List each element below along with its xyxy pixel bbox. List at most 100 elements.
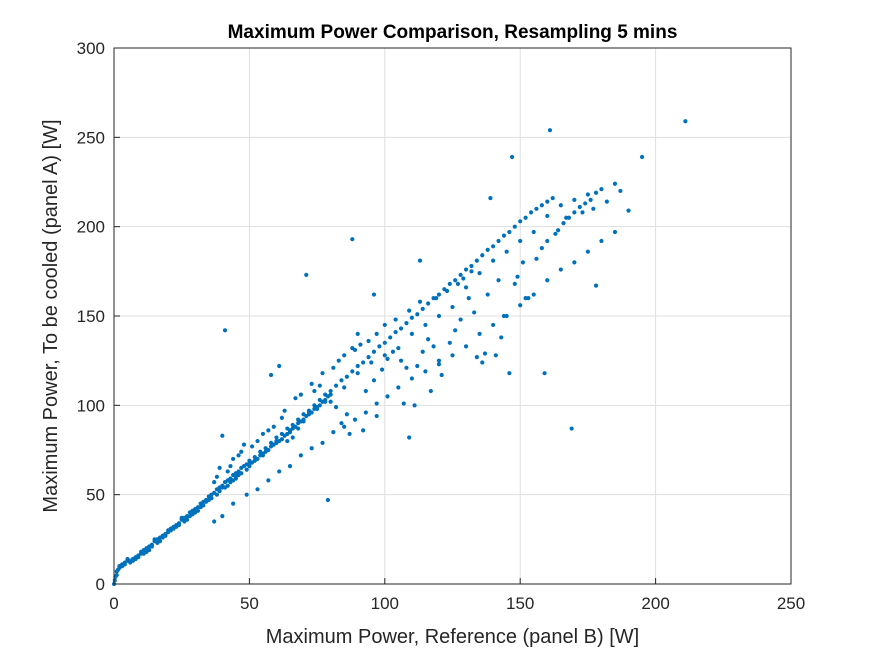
data-point [369, 360, 374, 365]
data-point [350, 237, 355, 242]
data-point [518, 219, 523, 224]
data-point [328, 388, 333, 394]
data-point [377, 344, 382, 349]
data-point [309, 446, 314, 451]
data-point [553, 231, 558, 236]
data-point [604, 199, 609, 204]
data-point [358, 342, 363, 347]
data-point [244, 492, 249, 497]
data-point [588, 197, 593, 202]
data-point [417, 299, 423, 304]
data-point [152, 537, 157, 542]
data-point [504, 249, 509, 254]
data-point [304, 272, 309, 278]
data-point [420, 306, 425, 311]
data-point [382, 322, 387, 328]
data-point [260, 431, 266, 437]
data-point [599, 187, 604, 192]
data-point [436, 292, 442, 297]
data-point [233, 476, 238, 481]
data-point [355, 331, 360, 336]
data-point [518, 238, 523, 244]
data-point [336, 358, 341, 363]
data-point [222, 328, 228, 333]
data-point [547, 128, 553, 133]
data-point [509, 154, 515, 160]
data-point [282, 408, 287, 413]
data-point [450, 304, 455, 310]
data-point [212, 480, 217, 485]
data-point [285, 438, 290, 444]
data-point [523, 215, 528, 220]
data-point [612, 229, 618, 235]
data-point [518, 303, 523, 308]
y-tick-label: 100 [77, 396, 105, 415]
data-point [309, 381, 314, 386]
x-tick-label: 150 [506, 594, 534, 613]
data-point [317, 403, 322, 408]
data-point [112, 578, 117, 583]
data-point [488, 195, 493, 201]
data-point [415, 312, 420, 317]
y-tick-label: 150 [77, 307, 105, 326]
data-point [431, 344, 436, 349]
data-point [382, 340, 387, 345]
data-point [469, 263, 474, 269]
data-point [485, 292, 490, 297]
data-point [157, 539, 163, 544]
data-point [450, 353, 455, 358]
data-point [255, 456, 260, 462]
x-tick-label: 250 [777, 594, 805, 613]
data-point [266, 447, 271, 453]
data-point [277, 363, 282, 369]
data-point [214, 474, 220, 479]
data-point [255, 438, 260, 444]
data-point [463, 344, 469, 349]
data-point [279, 415, 284, 420]
data-point [447, 281, 452, 286]
data-point [496, 238, 501, 244]
data-point [612, 181, 618, 186]
data-point [201, 503, 206, 508]
data-point [339, 421, 344, 426]
data-points [111, 119, 688, 587]
data-point [491, 322, 496, 328]
data-point [572, 210, 577, 215]
data-point [176, 522, 182, 528]
data-point [298, 453, 303, 458]
data-point [279, 437, 284, 442]
data-point [266, 428, 271, 433]
data-point [274, 435, 279, 440]
y-tick-label: 200 [77, 218, 105, 237]
data-point [420, 349, 425, 354]
data-point [458, 272, 463, 278]
data-point [385, 394, 390, 399]
data-point [250, 444, 255, 449]
data-point [591, 206, 596, 211]
data-point [477, 331, 482, 336]
data-point [545, 278, 550, 283]
data-point [572, 197, 577, 202]
data-point [493, 353, 498, 358]
data-point [477, 271, 482, 276]
data-point [585, 192, 591, 197]
data-point [550, 195, 555, 201]
data-point [366, 354, 371, 360]
data-point [228, 463, 233, 469]
data-point [342, 424, 347, 429]
data-point [545, 213, 550, 219]
data-point [569, 426, 574, 431]
data-point [268, 372, 274, 378]
x-tick-label: 100 [371, 594, 399, 613]
data-point [374, 413, 379, 419]
data-point [515, 274, 520, 279]
data-point [393, 329, 398, 335]
data-point [639, 154, 645, 160]
data-point [214, 492, 220, 497]
data-point [342, 353, 347, 358]
chart-title: Maximum Power Comparison, Resampling 5 m… [228, 22, 678, 43]
data-point [469, 269, 474, 274]
data-point [320, 440, 325, 445]
data-point [482, 351, 488, 356]
data-point [396, 385, 401, 390]
